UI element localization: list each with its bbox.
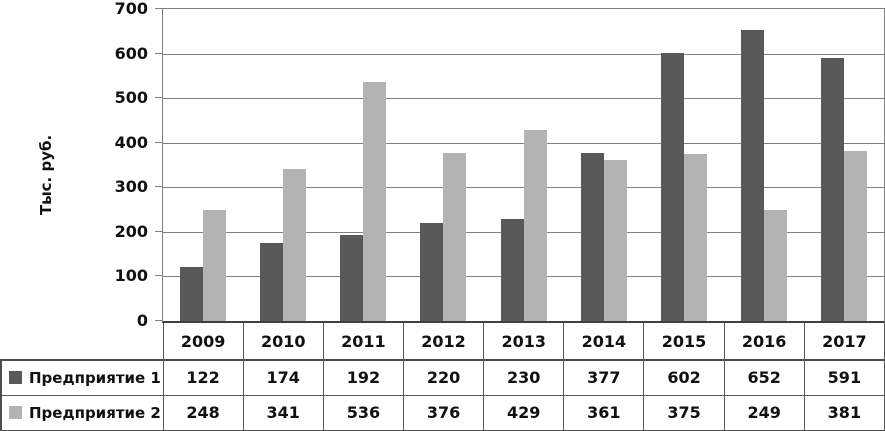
value-cell-series-1-2010: 174	[242, 359, 324, 396]
value-cell-series-2-2011: 536	[322, 394, 404, 431]
value-cell-series-1-2014: 377	[563, 359, 645, 396]
bar-series-1-2010	[260, 243, 284, 321]
year-cell: 2012	[402, 323, 485, 361]
gridline	[163, 98, 884, 100]
y-axis-tick-label: 300	[114, 177, 148, 197]
series-1-row: Предприятие 1 122 174 192 220 230 377 602 652 59…	[0, 359, 885, 396]
bar-series-1-2017	[820, 57, 844, 321]
bar-series-1-2009	[180, 266, 204, 321]
year-cell: 2009	[162, 323, 244, 361]
gridline	[163, 53, 884, 55]
value-cell-series-1-2013: 230	[483, 359, 565, 396]
y-axis-tick	[155, 186, 162, 188]
bar-series-1-2016	[740, 30, 764, 321]
year-header-row: 2009 2010 2011 2012 2013 2014 2015 2016 2017	[1, 323, 885, 361]
corner-blank-cell	[1, 323, 163, 360]
year-cell: 2015	[643, 323, 725, 361]
bar-series-1-2015	[660, 52, 684, 321]
value-cell-series-2-2013: 429	[483, 394, 565, 431]
value-cell-series-2-2010: 341	[242, 394, 324, 431]
value-cell-series-1-2009: 122	[162, 359, 244, 396]
year-cell: 2010	[242, 323, 324, 361]
bar-series-2-2009	[203, 210, 227, 321]
y-axis-tick	[155, 141, 162, 143]
legend-label-series-2: Предприятие 2	[29, 403, 161, 422]
value-cell-series-2-2015: 375	[643, 394, 725, 431]
value-cell-series-1-2011: 192	[322, 359, 404, 396]
bar-series-2-2012	[443, 153, 467, 321]
y-axis-tick	[155, 230, 162, 232]
bar-series-1-2014	[580, 152, 604, 321]
y-axis-tick	[155, 8, 162, 9]
value-cell-series-1-2015: 602	[643, 359, 725, 396]
bar-series-2-2011	[363, 82, 387, 321]
value-cell-series-2-2016: 249	[723, 394, 805, 431]
bar-series-2-2015	[683, 153, 707, 321]
y-axis-tick-label: 600	[114, 43, 148, 63]
data-table: 2009 2010 2011 2012 2013 2014 2015 2016 2017 Пре…	[0, 323, 885, 431]
y-axis-tick-label: 500	[114, 88, 148, 108]
y-axis-tick-label: 0	[136, 311, 148, 330]
value-cell-series-1-2012: 220	[402, 359, 485, 396]
value-cell-series-2-2009: 248	[162, 394, 244, 431]
legend-label-series-1: Предприятие 1	[29, 368, 161, 387]
bar-series-1-2011	[340, 235, 364, 321]
bar-series-2-2016	[763, 210, 787, 321]
bar-series-2-2013	[523, 129, 547, 321]
series-2-row: Предприятие 2 248 341 536 376 429 361 375 249 38…	[0, 394, 885, 431]
year-cell: 2016	[723, 323, 805, 361]
y-axis-tick	[155, 275, 162, 277]
plot-area	[162, 8, 885, 323]
bar-series-1-2012	[420, 222, 444, 321]
legend-swatch-series-1-icon	[9, 370, 22, 384]
value-cell-series-2-2017: 381	[803, 394, 885, 431]
value-cell-series-2-2012: 376	[402, 394, 485, 431]
year-cell: 2014	[563, 323, 645, 361]
legend-swatch-series-2-icon	[9, 405, 22, 419]
y-axis-tick	[155, 97, 162, 99]
bar-series-2-2010	[283, 169, 307, 321]
year-cell: 2013	[483, 323, 565, 361]
year-cell: 2017	[803, 323, 885, 361]
legend-cell-series-1: Предприятие 1	[0, 359, 164, 396]
y-axis-tick-label: 100	[114, 266, 148, 286]
y-axis-tick	[155, 320, 162, 321]
value-cell-series-1-2016: 652	[723, 359, 805, 396]
y-axis-tick	[155, 52, 162, 54]
y-axis-tick-label: 700	[114, 0, 148, 18]
year-cell: 2011	[322, 323, 404, 361]
value-cell-series-1-2017: 591	[803, 359, 885, 396]
y-axis-tick-label: 200	[114, 221, 148, 241]
legend-cell-series-2: Предприятие 2	[0, 394, 164, 431]
bar-series-2-2017	[843, 151, 867, 321]
y-axis-tick-label: 400	[114, 132, 148, 152]
bar-series-2-2014	[603, 160, 627, 321]
value-cell-series-2-2014: 361	[563, 394, 645, 431]
bar-series-1-2013	[500, 218, 524, 321]
